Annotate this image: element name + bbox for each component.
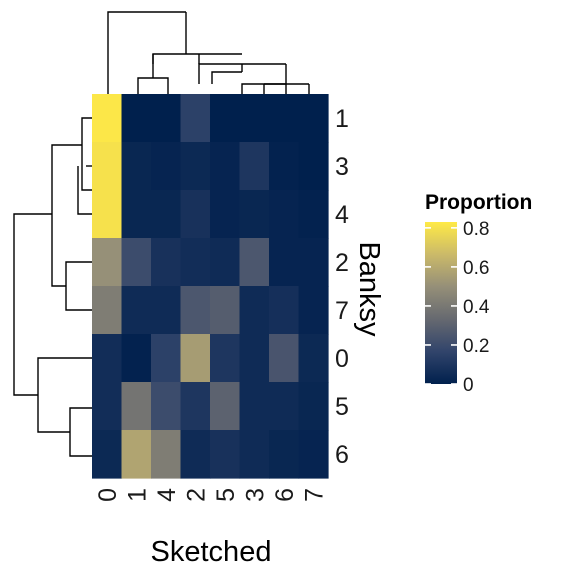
heatmap-cell [269, 190, 300, 239]
heatmap-cell [180, 334, 211, 383]
legend: Proportion 0.8 0.6 0.4 0.2 0 [425, 191, 532, 396]
heatmap-cell [210, 190, 241, 239]
heatmap-cell [269, 430, 300, 479]
y-tick-label: 2 [335, 249, 349, 277]
heatmap-cell [269, 94, 300, 143]
heatmap-cell [239, 94, 270, 143]
heatmap-cell [239, 142, 270, 191]
heatmap-cell [121, 94, 152, 143]
heatmap-cell [298, 238, 329, 287]
heatmap-cell [239, 286, 270, 335]
y-tick-label: 3 [335, 153, 349, 181]
heatmap-cell [210, 142, 241, 191]
legend-colorbar [425, 222, 457, 384]
x-tick-label: 7 [300, 488, 328, 502]
y-tick-label: 0 [335, 345, 349, 373]
column-dendrogram [107, 11, 310, 94]
y-tick-labels: 1 3 4 2 7 0 5 6 [335, 105, 349, 469]
heatmap-cell [121, 286, 152, 335]
heatmap-cell [151, 94, 182, 143]
heatmap-cell [180, 190, 211, 239]
heatmap-cell [239, 190, 270, 239]
heatmap-cell [151, 142, 182, 191]
y-tick-label: 5 [335, 393, 349, 421]
heatmap-cell [298, 334, 329, 383]
heatmap-cell [239, 334, 270, 383]
heatmap-cell [121, 430, 152, 479]
heatmap-cell [298, 142, 329, 191]
heatmap-cell [180, 238, 211, 287]
heatmap-cell [298, 382, 329, 431]
x-tick-label: 5 [212, 488, 240, 502]
heatmap-cell [92, 334, 123, 383]
heatmap-cell [269, 382, 300, 431]
y-tick-label: 6 [335, 441, 349, 469]
legend-tick-label: 0.4 [463, 297, 490, 318]
heatmap-cell [151, 334, 182, 383]
x-tick-label: 2 [182, 488, 210, 502]
heatmap-cell [92, 190, 123, 239]
heatmap-cell [269, 286, 300, 335]
x-tick-label: 6 [271, 488, 299, 502]
heatmap-cell [92, 94, 123, 143]
y-tick-label: 1 [335, 105, 349, 133]
heatmap-cell [151, 382, 182, 431]
heatmap-cell [121, 238, 152, 287]
heatmap-cell [210, 286, 241, 335]
heatmap-cell [239, 382, 270, 431]
heatmap-cell [151, 286, 182, 335]
heatmap-cell [121, 190, 152, 239]
heatmap-cell [239, 238, 270, 287]
x-tick-label: 1 [123, 488, 151, 502]
x-axis-title: Sketched [151, 536, 272, 568]
heatmap-cell [92, 238, 123, 287]
heatmap-cell [180, 286, 211, 335]
heatmap-cell [92, 382, 123, 431]
heatmap-cell [298, 190, 329, 239]
legend-tick-label: 0 [463, 375, 474, 396]
x-tick-label: 3 [241, 488, 269, 502]
row-dendrogram [13, 117, 92, 457]
legend-tick-label: 0.2 [463, 336, 489, 357]
x-tick-label: 4 [153, 488, 181, 502]
x-tick-label: 0 [94, 488, 122, 502]
heatmap-cell [92, 430, 123, 479]
heatmap-cell [151, 238, 182, 287]
legend-title: Proportion [425, 191, 532, 214]
heatmap-cells [92, 94, 329, 479]
legend-ticks: 0.8 0.6 0.4 0.2 0 [425, 219, 490, 396]
heatmap-cell [151, 430, 182, 479]
heatmap-cell [269, 142, 300, 191]
heatmap-cell [180, 382, 211, 431]
heatmap-cell [180, 142, 211, 191]
heatmap-cell [121, 382, 152, 431]
legend-tick-label: 0.6 [463, 258, 489, 279]
heatmap-cell [298, 94, 329, 143]
heatmap-cell [210, 238, 241, 287]
heatmap-cell [121, 142, 152, 191]
heatmap-cell [210, 334, 241, 383]
heatmap-cell [92, 286, 123, 335]
y-axis-title: Banksy [353, 241, 385, 337]
heatmap-cell [269, 238, 300, 287]
heatmap-cell [210, 94, 241, 143]
heatmap-cell [121, 334, 152, 383]
y-tick-label: 4 [335, 201, 349, 229]
heatmap-cell [180, 430, 211, 479]
heatmap-cell [151, 190, 182, 239]
heatmap-cell [269, 334, 300, 383]
heatmap-cell [298, 286, 329, 335]
heatmap-cell [298, 430, 329, 479]
heatmap-cell [92, 142, 123, 191]
legend-tick-label: 0.8 [463, 219, 489, 240]
y-tick-label: 7 [335, 297, 349, 325]
heatmap-cell [180, 94, 211, 143]
heatmap-cell [210, 382, 241, 431]
heatmap-cell [239, 430, 270, 479]
heatmap-cell [210, 430, 241, 479]
